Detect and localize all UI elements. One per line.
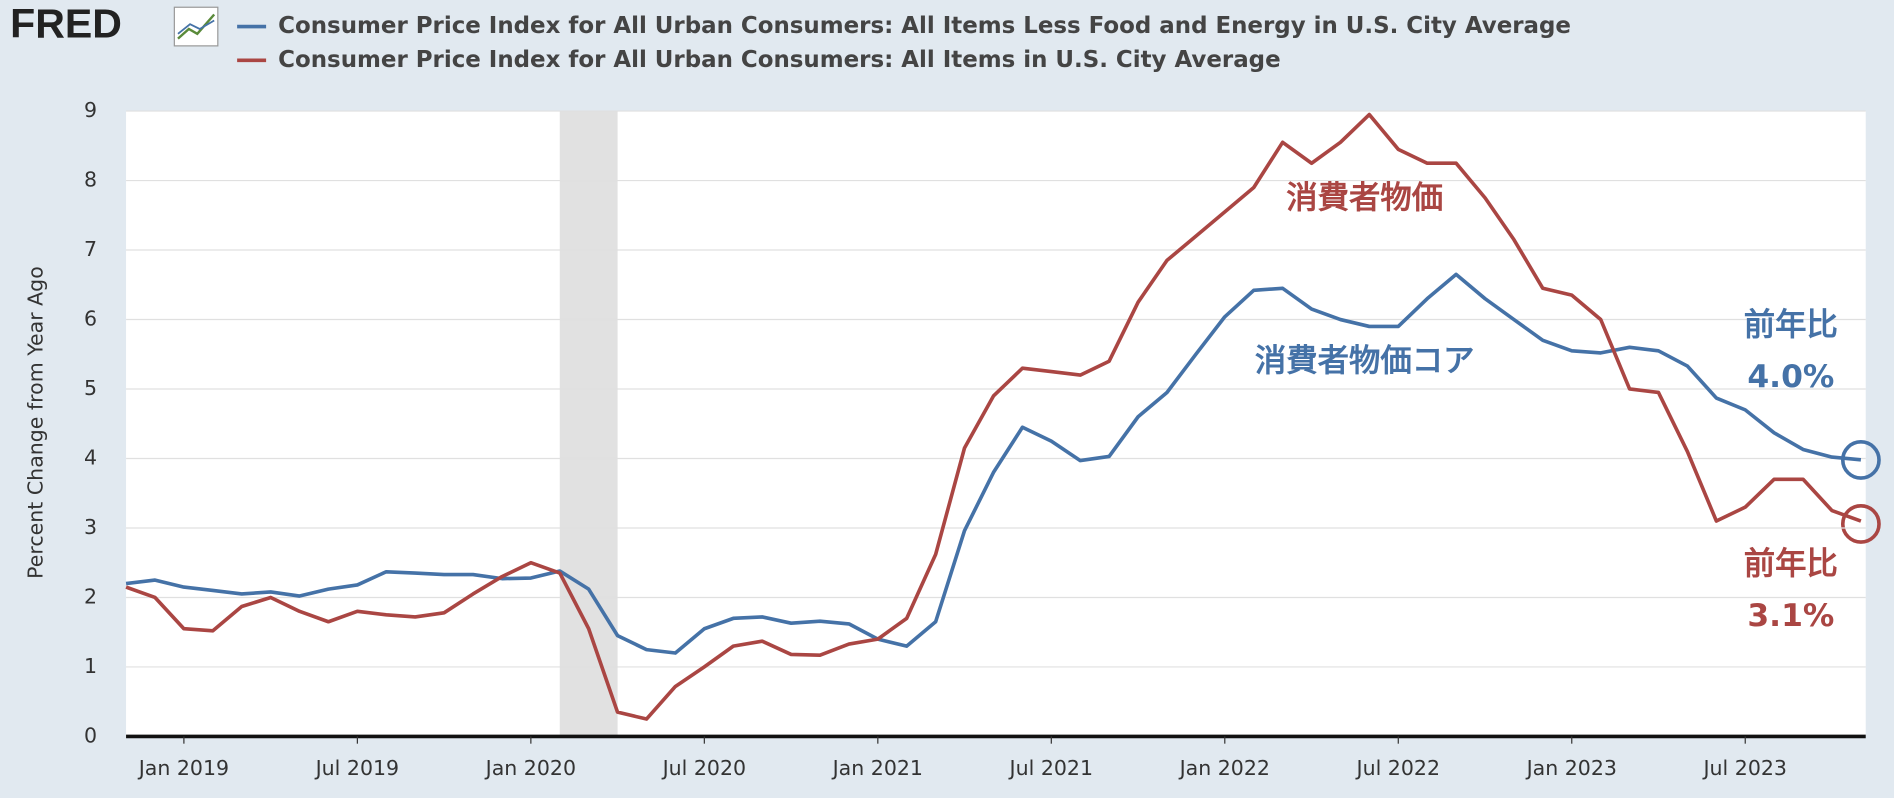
y-tick-label: 7 (84, 237, 97, 261)
y-tick-label: 9 (84, 98, 97, 122)
annotation: 消費者物価コア (1255, 343, 1475, 379)
x-tick-label: Jan 2019 (137, 756, 229, 780)
series-line (125, 112, 1862, 721)
x-tick-label: Jan 2020 (484, 756, 576, 780)
recession-band (559, 111, 618, 737)
annotation: 3.1% (1747, 598, 1834, 634)
plot-area (126, 111, 1866, 737)
x-tick-label: Jan 2022 (1178, 756, 1270, 780)
x-tick-label: Jan 2023 (1525, 756, 1617, 780)
y-tick-label: 8 (84, 168, 97, 192)
x-tick-label: Jul 2021 (1008, 756, 1094, 780)
annotation: 前年比 (1744, 307, 1838, 343)
x-tick-label: Jul 2020 (661, 756, 747, 780)
y-tick-label: 5 (84, 376, 97, 400)
annotation: 4.0% (1747, 359, 1834, 395)
y-tick-label: 2 (84, 584, 97, 608)
y-tick-label: 3 (84, 515, 97, 539)
legend-label: Consumer Price Index for All Urban Consu… (278, 47, 1280, 73)
legend-label: Consumer Price Index for All Urban Consu… (278, 13, 1571, 39)
logo[interactable]: FRED (10, 0, 122, 46)
x-tick-label: Jul 2023 (1701, 756, 1787, 780)
highlight-circle (1840, 440, 1881, 480)
series-line (125, 272, 1862, 655)
annotation: 消費者物価 (1286, 180, 1443, 216)
x-tick-label: Jul 2022 (1355, 756, 1441, 780)
y-tick-label: 0 (84, 723, 97, 747)
annotation: 前年比 (1744, 546, 1838, 582)
logo-icon (173, 6, 219, 47)
y-axis-label: Percent Change from Year Ago (24, 266, 48, 579)
highlight-circle (1840, 504, 1881, 544)
x-tick-label: Jul 2019 (314, 756, 400, 780)
y-tick-label: 6 (84, 307, 97, 331)
y-tick-label: 1 (84, 654, 97, 678)
x-tick-label: Jan 2021 (831, 756, 923, 780)
y-tick-label: 4 (84, 445, 97, 469)
